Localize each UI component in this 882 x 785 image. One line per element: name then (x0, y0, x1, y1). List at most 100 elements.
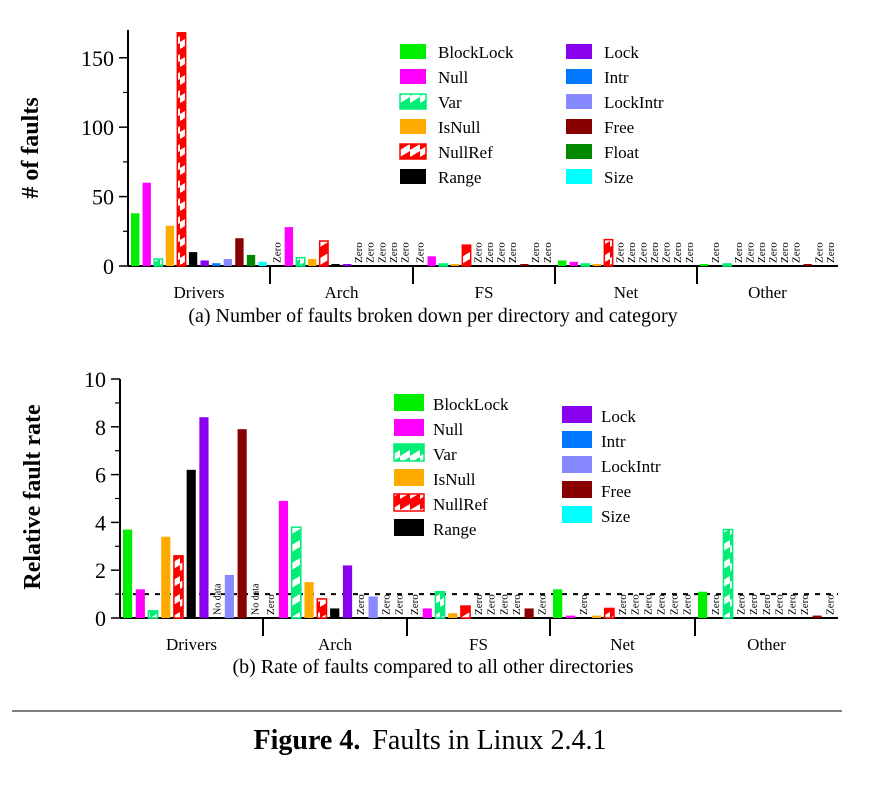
chart-b-bar-drivers-nullref (173, 555, 184, 619)
chart-a-legend-swatch-range (400, 169, 426, 184)
chart-b-zero-label: Zero (511, 594, 523, 615)
chart-a-zero-label: Zero (507, 242, 519, 263)
chart-a-zero-label: Zero (779, 242, 791, 263)
chart-b-legend-label-lockintr: LockIntr (601, 457, 661, 476)
chart-a-legend-label-null: Null (438, 68, 469, 87)
chart-b-zero-label: Zero (786, 594, 798, 615)
chart-b-bar-drivers-free (237, 429, 247, 618)
chart-b-bar-arch-range (330, 608, 340, 618)
chart-a-zero-label: Zero (400, 242, 412, 263)
chart-b-zero-label: Zero (578, 594, 590, 615)
chart-b-group-label-net: Net (610, 635, 635, 654)
chart-a-bar-arch-lock (343, 264, 352, 266)
chart-b-y-tick-label: 2 (95, 558, 106, 583)
chart-b-bar-net-blocklock (553, 589, 563, 618)
chart-a-zero-label: Zero (530, 242, 542, 263)
chart-b-zero-label: Zero (355, 594, 367, 615)
figure-caption-label: Figure 4. (254, 725, 361, 756)
chart-b-zero-label: Zero (265, 594, 277, 615)
chart-a-y-tick-label: 50 (92, 185, 114, 210)
chart-b-legend-label-range: Range (433, 520, 476, 539)
chart-b-legend-label-free: Free (601, 482, 631, 501)
chart-b-legend-swatch-free (562, 481, 592, 498)
chart-b-legend-label-blocklock: BlockLock (433, 395, 509, 414)
chart-a-legend-swatch-nullref (399, 143, 427, 160)
chart-a-bar-other-free (803, 264, 812, 266)
chart-b-legend-label-nullref: NullRef (433, 495, 488, 514)
chart-a-zero-label: Zero (825, 242, 837, 263)
chart-a-bar-net-null (569, 261, 578, 266)
chart-a-legend-swatch-lock (566, 44, 592, 59)
chart-a-zero-label: Zero (767, 242, 779, 263)
chart-b-zero-label: Zero (473, 594, 485, 615)
chart-b-bar-net-null (565, 615, 576, 618)
chart-a-bar-drivers-blocklock (131, 213, 140, 266)
chart-a-y-tick-label: 100 (81, 115, 114, 140)
chart-b-legend-swatch-lockintr (562, 456, 592, 473)
chart-a-bar-other-var (722, 263, 733, 267)
chart-b-zero-label: Zero (748, 594, 760, 615)
chart-b-zero-label: Zero (656, 594, 668, 615)
chart-b-group-label-fs: FS (469, 635, 488, 654)
chart-a-bar-net-isnull (592, 264, 602, 266)
chart-a-zero-label: Zero (813, 242, 825, 263)
chart-b-bar-drivers-var (147, 610, 159, 619)
chart-a-bar-drivers-free (235, 238, 244, 266)
chart-a-bar-fs-null (427, 256, 436, 266)
chart-b-zero-label: Zero (681, 594, 693, 615)
chart-a-fault-counts: 0 50 100 150 # of faults Drivers Arch FS Net Othe… (18, 30, 838, 327)
chart-a-bar-net-blocklock (558, 260, 567, 266)
chart-a-legend-swatch-isnull (400, 119, 426, 134)
chart-b-legend-swatch-nullref (393, 493, 425, 512)
chart-a-legend-label-free: Free (604, 118, 634, 137)
chart-a-zero-label: Zero (495, 242, 507, 263)
chart-b-zero-label: Zero (536, 594, 548, 615)
chart-b-y-tick-label: 6 (95, 463, 106, 488)
chart-a-bar-drivers-nullref (176, 32, 187, 267)
chart-a-zero-label: Zero (472, 242, 484, 263)
chart-b-zero-label: Zero (486, 594, 498, 615)
chart-a-bar-arch-nullref (318, 240, 329, 267)
chart-a-legend-label-isnull: IsNull (438, 118, 481, 137)
chart-a-group-label-drivers: Drivers (174, 283, 225, 302)
chart-a-y-axis-title: # of faults (18, 97, 44, 198)
chart-b-group-label-other: Other (747, 635, 786, 654)
chart-a-zero-label: Zero (756, 242, 768, 263)
chart-a-legend-swatch-null (400, 69, 426, 84)
chart-b-bar-drivers-null (135, 589, 145, 618)
chart-b-group-label-arch: Arch (318, 635, 352, 654)
chart-a-bar-fs-isnull (450, 264, 460, 266)
chart-b-legend-label-lock: Lock (601, 407, 636, 426)
chart-a-legend-label-intr: Intr (604, 68, 629, 87)
chart-b-bar-drivers-isnull (161, 536, 171, 618)
chart-a-legend-swatch-lockintr (566, 94, 592, 109)
chart-a-bar-fs-nullref (461, 244, 472, 267)
chart-a-bar-fs-var (438, 263, 449, 267)
chart-b-y-axis-title: Relative fault rate (20, 404, 46, 590)
chart-b-legend-swatch-isnull (394, 469, 424, 486)
chart-b-legend-label-size: Size (601, 507, 630, 526)
chart-a-zero-label: Zero (684, 242, 696, 263)
chart-b-legend-swatch-var (393, 443, 425, 462)
chart-b-bar-arch-null (278, 500, 289, 618)
chart-b-bar-other-blocklock (698, 591, 708, 618)
chart-a-bar-drivers-null (142, 182, 151, 266)
chart-a-bar-other-blocklock (700, 264, 709, 266)
chart-a-bar-net-var (580, 263, 591, 267)
chart-b-bar-drivers-range (186, 469, 196, 618)
chart-a-bar-drivers-range (188, 252, 198, 266)
chart-b-y-tick-label: 0 (95, 606, 106, 631)
chart-a-legend-label-lock: Lock (604, 43, 639, 62)
chart-b-bar-net-nullref (603, 607, 615, 619)
chart-a-zero-label: Zero (733, 242, 745, 263)
chart-b-y-tick-label: 10 (84, 367, 106, 392)
chart-a-zero-label: Zero (672, 242, 684, 263)
chart-b-legend-swatch-null (394, 419, 424, 436)
chart-a-zero-label: Zero (388, 242, 400, 263)
chart-a-zero-label: Zero (637, 242, 649, 263)
chart-b-zero-label: Zero (498, 594, 510, 615)
chart-b-zero-label: Zero (774, 594, 786, 615)
chart-a-y-tick-label: 0 (103, 254, 114, 279)
chart-a-legend-swatch-free (566, 119, 592, 134)
